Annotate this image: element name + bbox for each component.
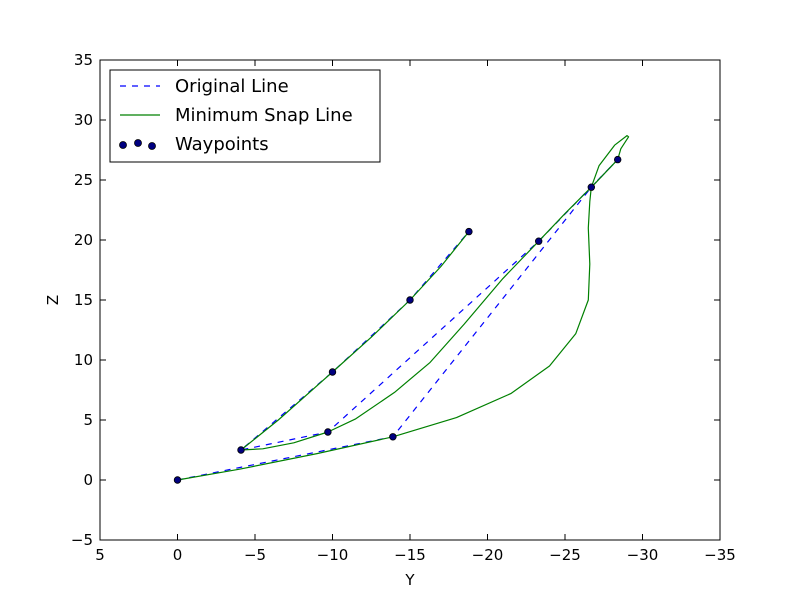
x-tick-label: −20 <box>472 546 504 564</box>
y-tick-label: 20 <box>74 231 93 249</box>
waypoint-marker <box>587 183 595 191</box>
waypoint-marker <box>237 446 245 454</box>
x-tick-label: 5 <box>95 546 105 564</box>
x-tick-label: −25 <box>549 546 581 564</box>
x-tick-label: 0 <box>173 546 183 564</box>
waypoint-marker <box>324 428 332 436</box>
x-tick-label: −10 <box>317 546 349 564</box>
waypoint-marker <box>173 476 182 484</box>
waypoint-marker <box>406 296 414 304</box>
y-tick-label: 25 <box>74 171 93 189</box>
y-tick-label: 0 <box>83 471 93 489</box>
legend: Original Line Minimum Snap Line Waypoint… <box>109 69 381 163</box>
y-tick-label: 10 <box>74 351 93 369</box>
y-tick-label: 35 <box>74 51 93 69</box>
y-tick-label: −5 <box>71 531 93 549</box>
y-tick-label: 15 <box>74 291 93 309</box>
legend-waypoint-marker <box>148 142 156 150</box>
y-tick-label: 5 <box>83 411 93 429</box>
legend-waypoints-label: Waypoints <box>175 134 269 155</box>
x-tick-label: −30 <box>627 546 659 564</box>
legend-original-line-label: Original Line <box>175 76 289 97</box>
waypoint-marker <box>328 368 337 376</box>
y-tick-label: 30 <box>74 111 93 129</box>
legend-waypoint-marker <box>119 141 127 149</box>
waypoint-marker <box>535 237 543 245</box>
x-tick-label: −35 <box>704 546 736 564</box>
legend-waypoint-marker <box>134 139 142 147</box>
series-original-line <box>177 159 619 481</box>
x-tick-label: −5 <box>244 546 266 564</box>
y-axis-label: Z <box>44 295 62 305</box>
waypoint-marker <box>389 433 397 441</box>
x-tick-label: −15 <box>394 546 426 564</box>
legend-minimum-snap-line-label: Minimum Snap Line <box>175 105 353 126</box>
waypoint-marker <box>614 155 622 164</box>
waypoint-marker <box>465 227 473 236</box>
x-axis-label: Y <box>404 571 415 589</box>
